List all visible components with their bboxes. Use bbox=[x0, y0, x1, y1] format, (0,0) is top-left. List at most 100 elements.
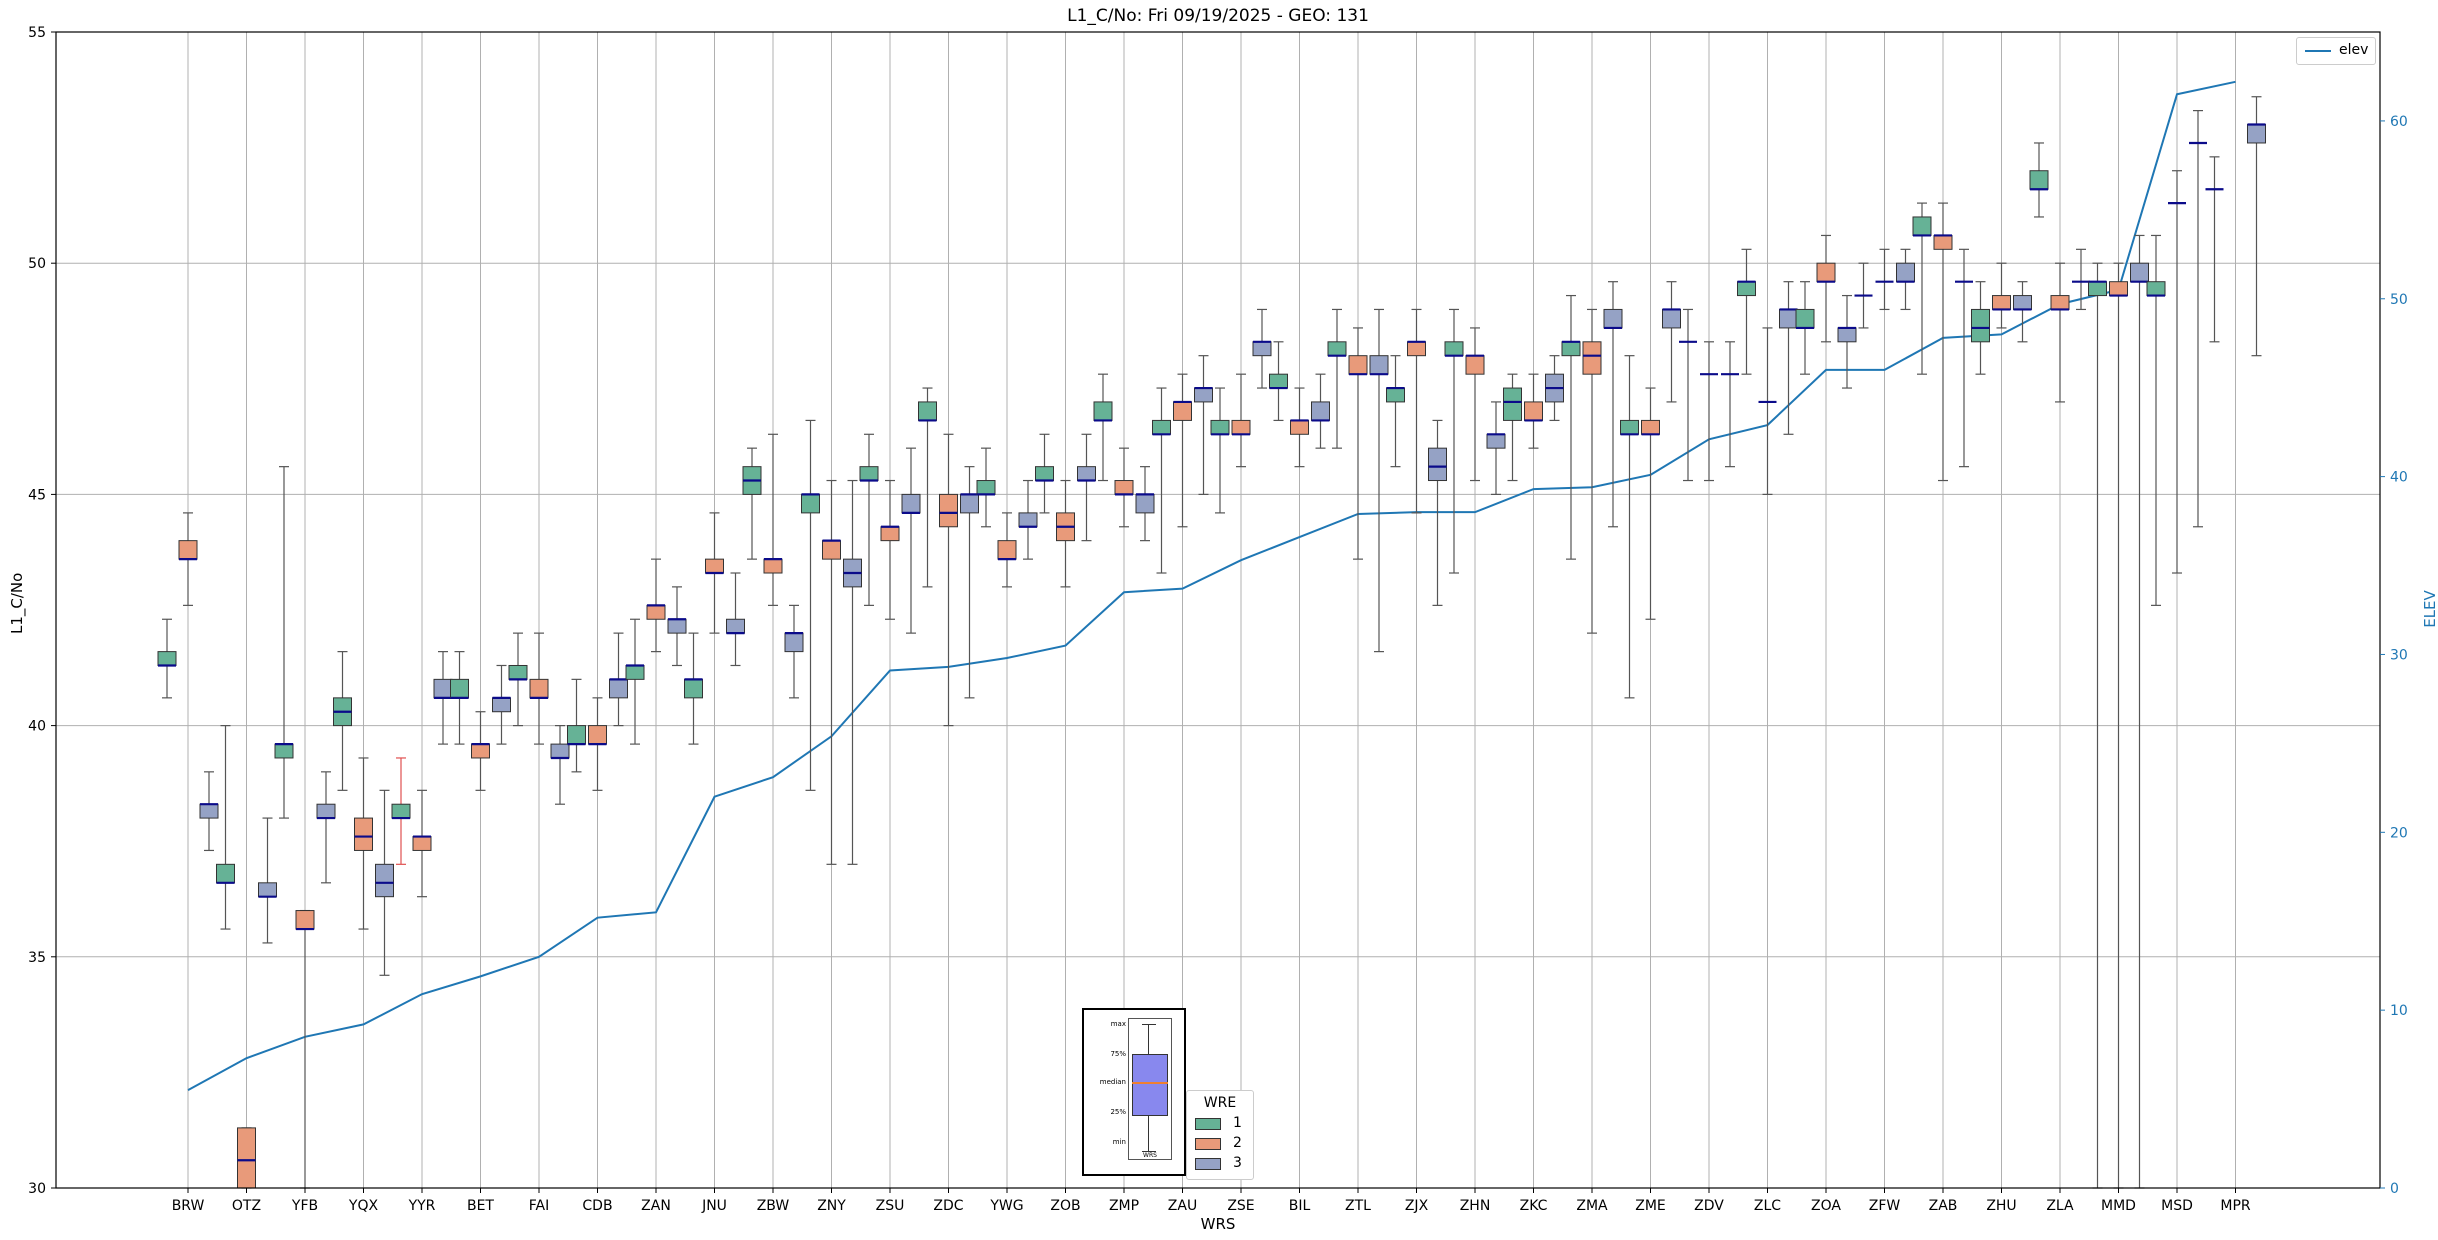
y-tick-label: 30 bbox=[28, 1181, 46, 1197]
box-iqr bbox=[1620, 419, 1639, 435]
box-iqr bbox=[258, 882, 277, 898]
box-iqr bbox=[199, 803, 219, 819]
x-tick-label: YYR bbox=[408, 1198, 436, 1214]
x-tick-label: ZFW bbox=[1869, 1198, 1901, 1214]
legend-wre: WRE 1 2 3 bbox=[1186, 1090, 1254, 1180]
box-iqr bbox=[1093, 401, 1113, 421]
y2-axis-label: ELEV bbox=[2421, 590, 2438, 628]
y-tick-label: 50 bbox=[28, 256, 46, 272]
y-tick-label: 55 bbox=[28, 25, 46, 41]
box-iqr bbox=[1662, 308, 1681, 329]
x-tick-label: OTZ bbox=[232, 1198, 261, 1214]
box-iqr bbox=[1486, 433, 1506, 449]
x-tick-label: ZKC bbox=[1520, 1198, 1548, 1214]
box-iqr bbox=[2109, 281, 2128, 297]
elev-series bbox=[187, 80, 2236, 1092]
x-tick-label: ZLC bbox=[1754, 1198, 1781, 1214]
box-iqr bbox=[550, 743, 570, 759]
box-iqr bbox=[2013, 295, 2032, 310]
box-iqr bbox=[726, 618, 745, 634]
box-iqr bbox=[1173, 401, 1192, 421]
x-tick-label: ZSU bbox=[876, 1198, 905, 1214]
x-tick-label: YWG bbox=[989, 1198, 1023, 1214]
box-iqr bbox=[1992, 295, 2011, 310]
y-tick-label: 45 bbox=[28, 487, 46, 503]
box-iqr bbox=[237, 1127, 256, 1189]
x-tick-label: ZMA bbox=[1576, 1198, 1608, 1214]
box-iqr bbox=[529, 678, 549, 699]
box-iqr bbox=[2247, 123, 2266, 144]
x-tick-label: ZOB bbox=[1050, 1198, 1080, 1214]
box-iqr bbox=[1210, 419, 1230, 435]
x-tick-label: ZBW bbox=[757, 1198, 790, 1214]
box-iqr bbox=[391, 803, 411, 819]
box-iqr bbox=[939, 493, 958, 528]
box-iqr bbox=[901, 493, 921, 514]
box-iqr bbox=[588, 725, 607, 745]
box-iqr bbox=[1837, 327, 1857, 343]
y2-tick-label: 20 bbox=[2390, 825, 2408, 841]
box-iqr bbox=[2029, 170, 2049, 190]
box-iqr bbox=[1465, 355, 1485, 375]
box-iqr bbox=[2146, 281, 2166, 297]
box-iqr bbox=[295, 910, 315, 930]
box-iqr bbox=[2050, 295, 2070, 310]
box-iqr bbox=[433, 678, 453, 699]
plot-frame bbox=[55, 31, 2381, 1189]
box-iqr bbox=[684, 678, 703, 699]
box-iqr bbox=[2130, 262, 2149, 283]
box-iqr bbox=[1386, 387, 1405, 403]
legend-elev-line bbox=[2305, 50, 2331, 52]
box-iqr bbox=[784, 632, 804, 653]
x-tick-label: ZLA bbox=[2046, 1198, 2074, 1214]
box-iqr bbox=[1641, 419, 1660, 435]
x-tick-label: BIL bbox=[1289, 1198, 1311, 1214]
y2-tick-label: 50 bbox=[2390, 292, 2408, 308]
box-iqr bbox=[508, 664, 528, 680]
elev-line bbox=[187, 80, 2236, 1092]
inset-median bbox=[1132, 1082, 1168, 1084]
box-iqr bbox=[976, 480, 996, 495]
y-tick-label: 35 bbox=[28, 950, 46, 966]
box-iqr bbox=[1896, 262, 1915, 283]
inset-cap-bottom bbox=[1142, 1151, 1156, 1152]
x-tick-label: MSD bbox=[2161, 1198, 2193, 1214]
box-iqr bbox=[1348, 355, 1368, 375]
y-tick-label: 40 bbox=[28, 719, 46, 735]
legend-wre-label: 1 bbox=[1233, 1115, 1242, 1131]
inset-label-q3: 75% bbox=[1110, 1050, 1126, 1058]
box-iqr bbox=[1114, 480, 1134, 495]
box-iqr bbox=[859, 466, 879, 482]
y2-tick-label: 10 bbox=[2390, 1003, 2408, 1019]
boxplot-key-inset: max 75% median 25% min WRS bbox=[1082, 1008, 1186, 1176]
box-iqr bbox=[1269, 373, 1288, 389]
box-iqr bbox=[997, 540, 1017, 560]
box-iqr bbox=[1311, 401, 1330, 421]
legend-wre-label: 2 bbox=[1233, 1135, 1242, 1151]
legend-swatch-1 bbox=[1195, 1118, 1221, 1130]
box-iqr bbox=[567, 725, 586, 745]
box-iqr bbox=[1018, 512, 1038, 528]
legend-wre-label: 3 bbox=[1233, 1155, 1242, 1171]
x-tick-label: ZDV bbox=[1694, 1198, 1724, 1214]
x-tick-label: ZAN bbox=[641, 1198, 671, 1214]
legend-elev-label: elev bbox=[2339, 42, 2369, 58]
box-iqr bbox=[880, 526, 900, 542]
box-iqr bbox=[625, 664, 645, 680]
box-iqr bbox=[1407, 341, 1426, 357]
box-iqr bbox=[157, 651, 177, 666]
y2-tick-label: 30 bbox=[2390, 647, 2408, 663]
box-iqr bbox=[216, 863, 235, 884]
x-tick-label: ZDC bbox=[933, 1198, 963, 1214]
axes: 30 35 40 45 50 55 0 10 20 30 40 50 60 BRW OTZ YFB YQX YYR… bbox=[28, 25, 2408, 1214]
inset-frame bbox=[1128, 1018, 1172, 1160]
x-tick-label: CDB bbox=[582, 1198, 612, 1214]
box-iqr bbox=[178, 540, 198, 560]
box-iqr bbox=[471, 743, 490, 759]
y2-tick-label: 0 bbox=[2390, 1181, 2399, 1197]
inset-label-min: min bbox=[1112, 1138, 1126, 1146]
box-iqr bbox=[1290, 419, 1309, 435]
x-tick-label: YQX bbox=[348, 1198, 379, 1214]
x-axis-label: WRS bbox=[1200, 1215, 1236, 1233]
x-tick-label: ZSE bbox=[1227, 1198, 1254, 1214]
